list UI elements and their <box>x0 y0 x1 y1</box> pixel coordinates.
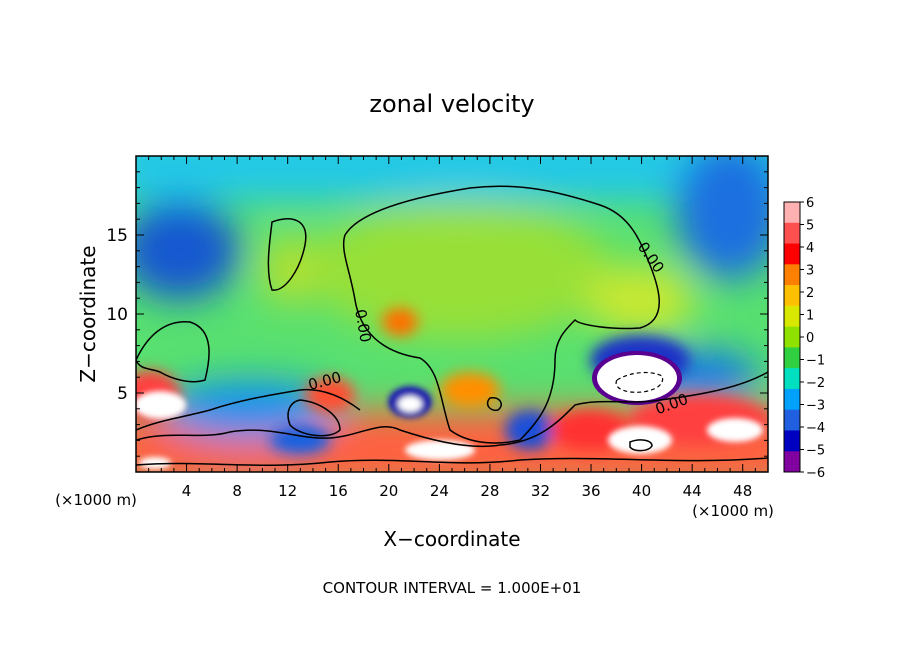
colorbar-label: 2 <box>806 286 814 301</box>
x-axis-label: X−coordinate <box>383 527 520 551</box>
colorbar-swatch <box>784 243 800 265</box>
x-tick-label: 40 <box>632 482 651 500</box>
colorbar-swatch <box>784 451 800 473</box>
colorbar-label: −4 <box>806 421 825 436</box>
colorbar-swatch <box>784 347 800 369</box>
x-tick-label: 44 <box>683 482 702 500</box>
x-tick-label: 16 <box>329 482 348 500</box>
x-tick-label: 12 <box>278 482 297 500</box>
colorbar-label: −2 <box>806 376 825 391</box>
contour-label-3: 0.00 <box>351 308 375 344</box>
colorbar-swatch <box>784 222 800 245</box>
y-tick-label: 15 <box>106 226 128 246</box>
colorbar-swatch <box>784 368 800 390</box>
x-tick-label: 28 <box>480 482 499 500</box>
y-axis-ticks: 5 10 15 <box>106 171 768 457</box>
x-tick-label: 36 <box>581 482 600 500</box>
colorbar-swatch <box>784 264 800 286</box>
x-tick-label: 8 <box>232 482 242 500</box>
colorbar-label: 5 <box>806 219 814 234</box>
colorbar-label: −3 <box>806 399 825 414</box>
x-tick-label: 20 <box>379 482 398 500</box>
colorbar-swatch <box>784 305 800 328</box>
contour-interval-footer: CONTOUR INTERVAL = 1.000E+01 <box>323 579 582 597</box>
y-axis-label: Z−coordinate <box>76 245 100 382</box>
colorbar-label: 0 <box>806 331 814 346</box>
colorbar-label: 4 <box>806 241 814 256</box>
x-unit-left: (×1000 m) <box>55 491 137 509</box>
colorbar-swatch <box>784 409 800 431</box>
y-tick-label: 5 <box>117 384 128 404</box>
colorbar-swatch <box>784 430 800 452</box>
x-tick-label: 48 <box>733 482 752 500</box>
colorbar-label: 1 <box>806 309 814 324</box>
chart-title: zonal velocity <box>369 90 534 118</box>
zero-contours <box>136 185 768 466</box>
colorbar-swatch <box>784 388 800 411</box>
y-tick-label: 10 <box>106 305 128 325</box>
x-tick-label: 24 <box>430 482 449 500</box>
colorbar: 6 5 4 3 2 1 0 −1 −2 −3 −4 −5 −6 <box>783 196 825 481</box>
x-tick-label: 32 <box>531 482 550 500</box>
x-tick-label: 4 <box>182 482 192 500</box>
colorbar-label: 3 <box>806 264 814 279</box>
x-unit-right: (×1000 m) <box>692 502 774 520</box>
colorbar-swatch <box>784 202 800 224</box>
x-axis-ticks: 4 8 12 16 20 24 28 32 36 40 44 48 <box>148 156 756 500</box>
colorbar-label: 6 <box>806 196 814 211</box>
colorbar-label: −6 <box>806 466 825 481</box>
colorbar-swatch <box>784 326 800 348</box>
colorbar-label: −1 <box>806 354 825 369</box>
heatmap-field <box>136 156 768 472</box>
colorbar-swatch <box>784 285 800 307</box>
colorbar-label: −5 <box>806 444 825 459</box>
